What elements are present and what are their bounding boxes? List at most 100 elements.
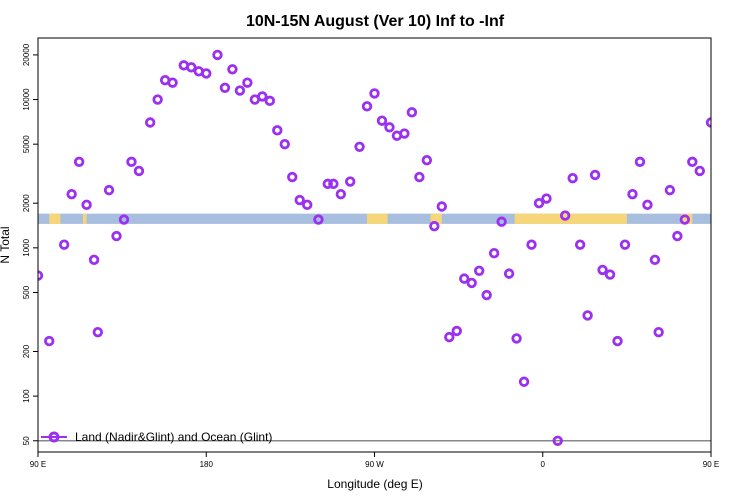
data-point (272, 125, 283, 136)
data-point (737, 62, 745, 70)
x-tick-label: 90 E (30, 460, 46, 469)
data-point (144, 117, 156, 128)
legend: Land (Nadir&Glint) and Ocean (Glint) (41, 430, 272, 444)
data-point (653, 326, 664, 338)
data-point (313, 214, 324, 225)
y-tick-label: 5000 (22, 135, 31, 153)
land-segment (726, 214, 737, 224)
y-axis-label: N Total (0, 226, 12, 263)
data-point (92, 326, 104, 338)
data-point (302, 199, 313, 211)
data-point (201, 68, 212, 79)
data-point (344, 176, 356, 187)
data-point (604, 269, 616, 280)
data-point (436, 201, 447, 212)
legend-marker-icon (48, 431, 60, 443)
land-segment (681, 213, 693, 224)
data-point (287, 171, 298, 183)
data-point (642, 199, 653, 211)
data-point (503, 268, 515, 279)
data-point (511, 333, 522, 344)
data-point (496, 216, 507, 227)
data-point (451, 325, 462, 337)
chart-title: 10N-15N August (Ver 10) Inf to -Inf (246, 13, 505, 30)
data-point (66, 188, 77, 200)
data-point (322, 178, 333, 190)
data-point (481, 289, 492, 301)
data-points-group (38, 49, 745, 446)
data-point (384, 122, 395, 133)
data-point (234, 85, 246, 96)
data-point (294, 194, 305, 206)
data-point (533, 197, 545, 209)
data-point (279, 138, 290, 150)
legend-entry-label: Land (Nadir&Glint) and Ocean (Glint) (75, 430, 272, 444)
data-point (44, 335, 55, 347)
data-point (111, 230, 122, 242)
data-point (242, 77, 253, 88)
data-point (88, 254, 100, 266)
data-point (328, 178, 339, 190)
data-point (444, 331, 455, 343)
data-point (103, 184, 115, 196)
latitude-band-strip (38, 213, 737, 224)
data-point (361, 101, 373, 112)
data-point (264, 95, 276, 107)
land-segment (49, 213, 61, 224)
data-point (81, 199, 92, 211)
data-point (730, 79, 738, 87)
data-point (473, 265, 485, 277)
data-point (414, 171, 425, 183)
data-point (369, 88, 380, 99)
x-tick-label: 180 (200, 460, 214, 469)
y-tick-label: 2000 (22, 194, 31, 212)
data-point (597, 264, 608, 276)
data-point (526, 239, 537, 250)
data-point (574, 239, 586, 250)
data-point (376, 115, 388, 126)
data-point (167, 77, 178, 88)
y-tick-label: 50 (22, 436, 31, 445)
x-tick-label: 0 (541, 460, 546, 469)
data-point (619, 239, 631, 250)
data-point (559, 210, 571, 221)
data-point (406, 107, 418, 118)
data-point (126, 156, 137, 168)
data-point (627, 188, 638, 200)
data-point (118, 214, 130, 225)
data-point (212, 49, 223, 61)
data-point (589, 169, 601, 181)
data-point (679, 214, 691, 225)
data-point (715, 96, 723, 104)
data-point (694, 165, 705, 177)
data-point (567, 172, 578, 184)
x-axis: 90 E 180 90 W 0 90 E (30, 452, 719, 469)
data-point (73, 156, 85, 168)
data-point (186, 62, 197, 73)
data-point (634, 156, 646, 168)
data-point (429, 220, 440, 232)
data-point (399, 128, 410, 139)
data-point (133, 165, 145, 177)
data-point (335, 188, 347, 200)
data-point (257, 91, 268, 102)
y-tick-label: 100 (22, 389, 31, 403)
data-point (612, 335, 623, 347)
data-point (552, 435, 563, 446)
x-tick-label: 90 E (703, 460, 719, 469)
data-point (421, 154, 433, 166)
data-point (541, 193, 552, 204)
data-point (582, 310, 593, 321)
data-point (672, 230, 683, 242)
land-segment (82, 213, 87, 224)
data-point (722, 76, 730, 84)
y-tick-label: 10000 (22, 88, 31, 111)
x-axis-label: Longitude (deg E) (327, 477, 422, 491)
data-point (459, 273, 470, 284)
data-point (354, 141, 365, 153)
data-point (152, 94, 163, 105)
data-point (58, 239, 70, 250)
data-point (518, 376, 530, 387)
x-tick-label: 90 W (365, 460, 384, 469)
